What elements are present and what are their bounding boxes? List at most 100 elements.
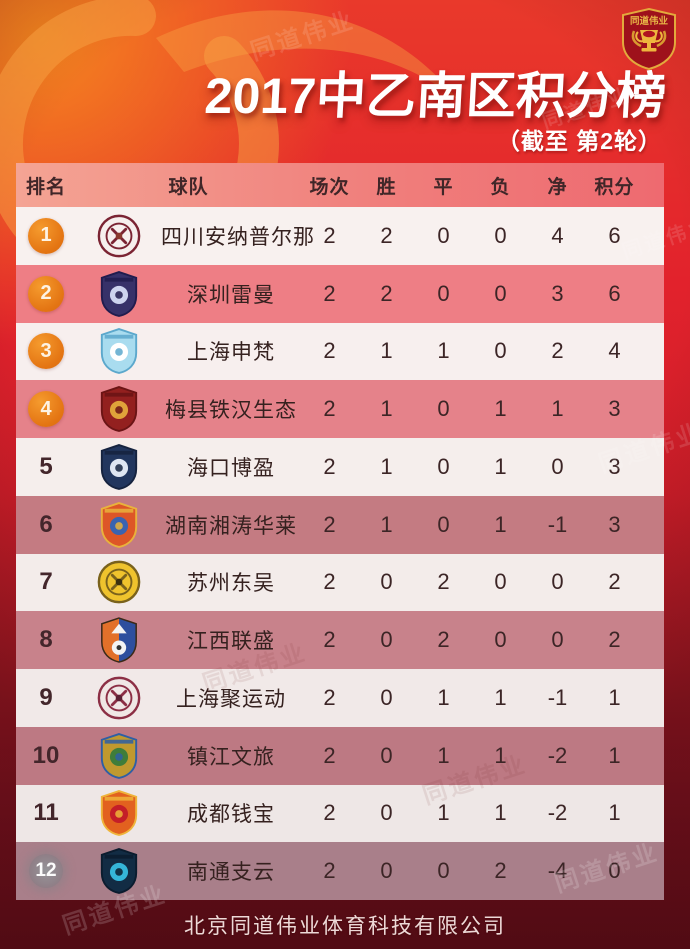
wins-value: 1 — [380, 338, 393, 364]
points-value: 1 — [608, 742, 621, 768]
losses-value: 1 — [494, 396, 507, 422]
rank-badge: 9 — [39, 683, 53, 711]
rank-badge: 3 — [28, 333, 64, 370]
draws-value: 0 — [437, 280, 450, 306]
table-row: 7 苏州东吴 2 0 2 0 0 2 — [16, 553, 664, 612]
points-value: 1 — [608, 800, 621, 826]
points-value: 3 — [608, 453, 621, 479]
column-header-team: 球队 — [168, 176, 209, 198]
losses-value: 1 — [494, 800, 507, 826]
goal-diff-value: 2 — [551, 338, 564, 364]
column-header-draws: 平 — [433, 176, 454, 198]
losses-value: 2 — [494, 858, 507, 884]
suzhou-dongwu-crest — [76, 559, 161, 605]
table-body: 1 四川安纳普尔那 2 2 0 0 4 6 2 深圳雷曼 2 2 0 — [16, 207, 664, 900]
page-subtitle: （截至 第2轮） — [496, 128, 662, 154]
wins-value: 0 — [380, 858, 393, 884]
goal-diff-value: 3 — [551, 280, 564, 306]
zhenjiang-wenlv-crest — [76, 732, 161, 780]
draws-value: 0 — [437, 858, 450, 884]
draws-value: 2 — [437, 569, 450, 595]
jiangxi-liansheng-crest — [76, 616, 161, 664]
column-header-points: 积分 — [594, 176, 635, 198]
points-value: 6 — [608, 280, 621, 306]
team-name: 深圳雷曼 — [187, 283, 275, 307]
losses-value: 0 — [494, 569, 507, 595]
tongdao-brand-badge: 同道伟业 — [622, 8, 676, 70]
draws-value: 0 — [437, 511, 450, 537]
matches-played-value: 2 — [323, 858, 336, 884]
table-row: 2 深圳雷曼 2 2 0 0 3 6 — [16, 264, 664, 323]
team-name: 江西联盛 — [187, 630, 275, 654]
rank-badge: 5 — [39, 452, 53, 480]
rank-badge: 7 — [39, 568, 53, 596]
matches-played-value: 2 — [323, 338, 336, 364]
table-row: 1 四川安纳普尔那 2 2 0 0 4 6 — [16, 207, 664, 265]
losses-value: 1 — [494, 511, 507, 537]
wins-value: 0 — [380, 684, 393, 710]
goal-diff-value: 1 — [551, 396, 564, 422]
matches-played-value: 2 — [323, 222, 336, 248]
draws-value: 1 — [437, 338, 450, 364]
rank-badge: 11 — [33, 799, 59, 827]
matches-played-value: 2 — [323, 742, 336, 768]
losses-value: 1 — [494, 742, 507, 768]
points-value: 3 — [608, 396, 621, 422]
chengdu-qianbao-crest — [76, 789, 161, 837]
goal-diff-value: 4 — [551, 222, 564, 248]
rank-badge: 1 — [28, 217, 64, 254]
goal-diff-value: 0 — [551, 453, 564, 479]
table-row: 10 镇江文旅 2 0 1 1 -2 1 — [16, 726, 664, 785]
points-value: 1 — [608, 684, 621, 710]
rank-badge: 12 — [29, 854, 63, 889]
rank-badge: 10 — [32, 741, 60, 769]
page-title: 2017中乙南区积分榜 — [203, 68, 668, 124]
meixian-techand-crest — [76, 385, 161, 433]
wins-value: 0 — [380, 742, 393, 768]
badge-brand-text: 同道伟业 — [630, 15, 669, 27]
column-header-losses: 负 — [490, 176, 511, 198]
sichuan-annapurna-crest — [76, 213, 161, 259]
column-header-played: 场次 — [309, 176, 350, 198]
matches-played-value: 2 — [323, 511, 336, 537]
table-row: 8 江西联盛 2 0 2 0 0 2 — [16, 611, 664, 669]
table-row: 9 上海聚运动 2 0 1 1 -1 1 — [16, 669, 664, 727]
points-value: 0 — [608, 858, 621, 884]
rank-badge: 6 — [39, 510, 53, 538]
table-header-row: 排名 球队 场次 胜 平 负 净 积分 — [16, 163, 664, 207]
shanghai-shenfan-crest — [76, 327, 161, 375]
goal-diff-value: 0 — [551, 569, 564, 595]
matches-played-value: 2 — [323, 627, 336, 653]
rank-badge: 2 — [28, 275, 64, 312]
shenzhen-ledman-crest — [76, 270, 161, 318]
column-header-wins: 胜 — [376, 176, 397, 198]
points-value: 2 — [608, 627, 621, 653]
points-value: 4 — [608, 338, 621, 364]
table-row: 3 上海申梵 2 1 1 0 2 4 — [16, 322, 664, 381]
team-name: 上海聚运动 — [176, 687, 286, 711]
team-name: 上海申梵 — [187, 341, 275, 365]
team-name: 四川安纳普尔那 — [161, 225, 315, 249]
team-name: 苏州东吴 — [187, 572, 275, 596]
column-header-goaldiff: 净 — [547, 176, 568, 198]
standings-table: 排名 球队 场次 胜 平 负 净 积分 1 四川安纳普尔那 2 2 0 0 4 … — [16, 163, 664, 900]
table-row: 12 南通支云 2 0 0 2 -4 0 — [16, 842, 664, 900]
losses-value: 0 — [494, 338, 507, 364]
rank-badge: 4 — [28, 391, 64, 428]
losses-value: 0 — [494, 222, 507, 248]
hunan-xiangtao-crest — [76, 501, 161, 549]
haikou-boying-crest — [76, 443, 161, 491]
points-value: 3 — [608, 511, 621, 537]
matches-played-value: 2 — [323, 684, 336, 710]
table-row: 5 海口博盈 2 1 0 1 0 3 — [16, 438, 664, 496]
team-name: 湖南湘涛华莱 — [165, 514, 297, 538]
wins-value: 1 — [380, 396, 393, 422]
losses-value: 0 — [494, 280, 507, 306]
draws-value: 1 — [437, 742, 450, 768]
wins-value: 2 — [380, 280, 393, 306]
draws-value: 0 — [437, 396, 450, 422]
draws-value: 1 — [437, 800, 450, 826]
points-value: 2 — [608, 569, 621, 595]
matches-played-value: 2 — [323, 453, 336, 479]
shanghai-juyundong-crest — [76, 675, 161, 721]
